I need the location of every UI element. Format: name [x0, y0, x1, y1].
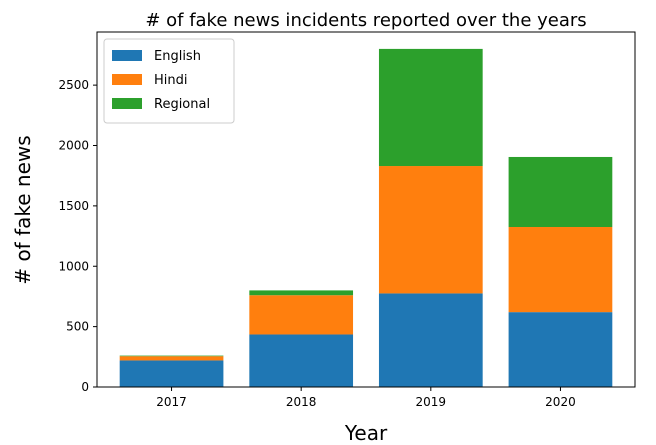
legend-swatch-english: [112, 50, 142, 61]
legend-label-regional: Regional: [154, 97, 210, 112]
bar-english-2018: [249, 334, 354, 387]
bar-english-2020: [508, 312, 613, 387]
plot-area: [119, 48, 613, 387]
y-tick-label: 2500: [58, 78, 89, 92]
chart-title: # of fake news incidents reported over t…: [145, 10, 586, 31]
bar-regional-2017: [119, 355, 224, 357]
x-tick-label: 2020: [545, 395, 576, 409]
x-tick-label: 2018: [286, 395, 317, 409]
x-tick-label: 2019: [416, 395, 447, 409]
bar-regional-2018: [249, 290, 354, 296]
y-axis-label: # of fake news: [11, 135, 35, 284]
bar-regional-2019: [378, 48, 483, 167]
x-tick-label: 2017: [156, 395, 187, 409]
legend-label-hindi: Hindi: [154, 73, 188, 88]
bar-english-2017: [119, 360, 224, 387]
legend-swatch-hindi: [112, 74, 142, 85]
y-axis: 0 500 1000 1500 2000 2500: [58, 78, 97, 394]
bar-english-2019: [378, 293, 483, 387]
legend-label-english: English: [154, 49, 201, 64]
legend-swatch-regional: [112, 98, 142, 109]
y-tick-label: 500: [66, 320, 89, 334]
bar-hindi-2018: [249, 295, 354, 335]
y-tick-label: 1500: [58, 199, 89, 213]
bar-hindi-2020: [508, 227, 613, 313]
x-axis-label: Year: [344, 421, 388, 445]
bar-regional-2020: [508, 156, 613, 227]
y-tick-label: 0: [81, 380, 89, 394]
plot-frame: [96, 31, 636, 388]
bar-hindi-2019: [378, 166, 483, 294]
y-tick-label: 1000: [58, 259, 89, 273]
y-tick-label: 2000: [58, 139, 89, 153]
bar-hindi-2017: [119, 356, 224, 361]
x-axis: 2017 2018 2019 2020: [156, 387, 576, 409]
legend: English Hindi Regional: [103, 38, 235, 124]
